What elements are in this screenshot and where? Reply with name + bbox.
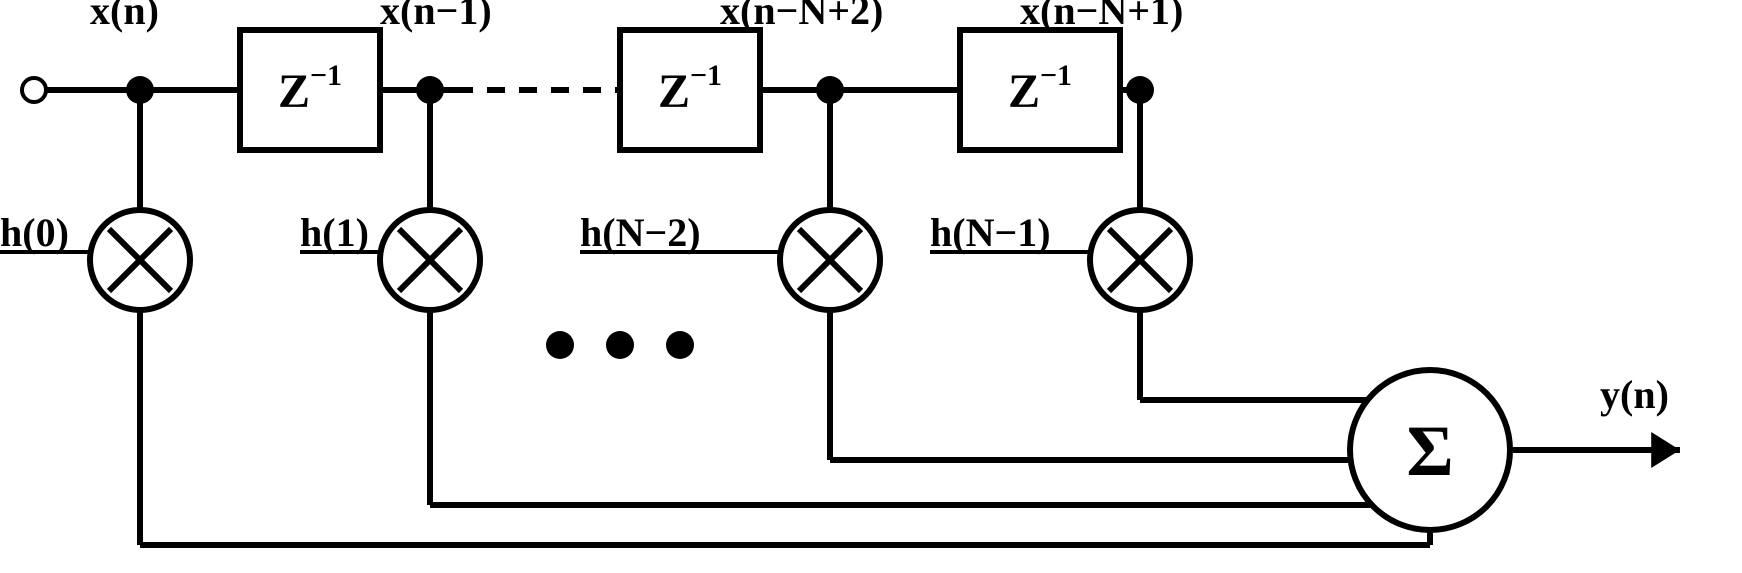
output-label: y(n) [1600, 372, 1669, 417]
sum-label: Σ [1406, 411, 1453, 491]
output-arrowhead [1651, 432, 1680, 468]
coef-label: h(1) [300, 210, 369, 255]
coef-label: h(N−2) [580, 210, 701, 255]
fir-filter-diagram: Z−1Z−1Z−1x(n)x(n−1)x(n−N+2)x(n−N+1)h(0)h… [0, 0, 1742, 573]
tap-label: x(n−N+1) [1020, 0, 1183, 33]
ellipsis-dot [606, 331, 634, 359]
ellipsis-dot [546, 331, 574, 359]
tap-label: x(n−N+2) [720, 0, 883, 33]
tap-label: x(n) [90, 0, 159, 33]
input-node [22, 78, 46, 102]
tap-label: x(n−1) [380, 0, 492, 33]
coef-label: h(0) [0, 210, 69, 255]
ellipsis-dot [666, 331, 694, 359]
coef-label: h(N−1) [930, 210, 1051, 255]
